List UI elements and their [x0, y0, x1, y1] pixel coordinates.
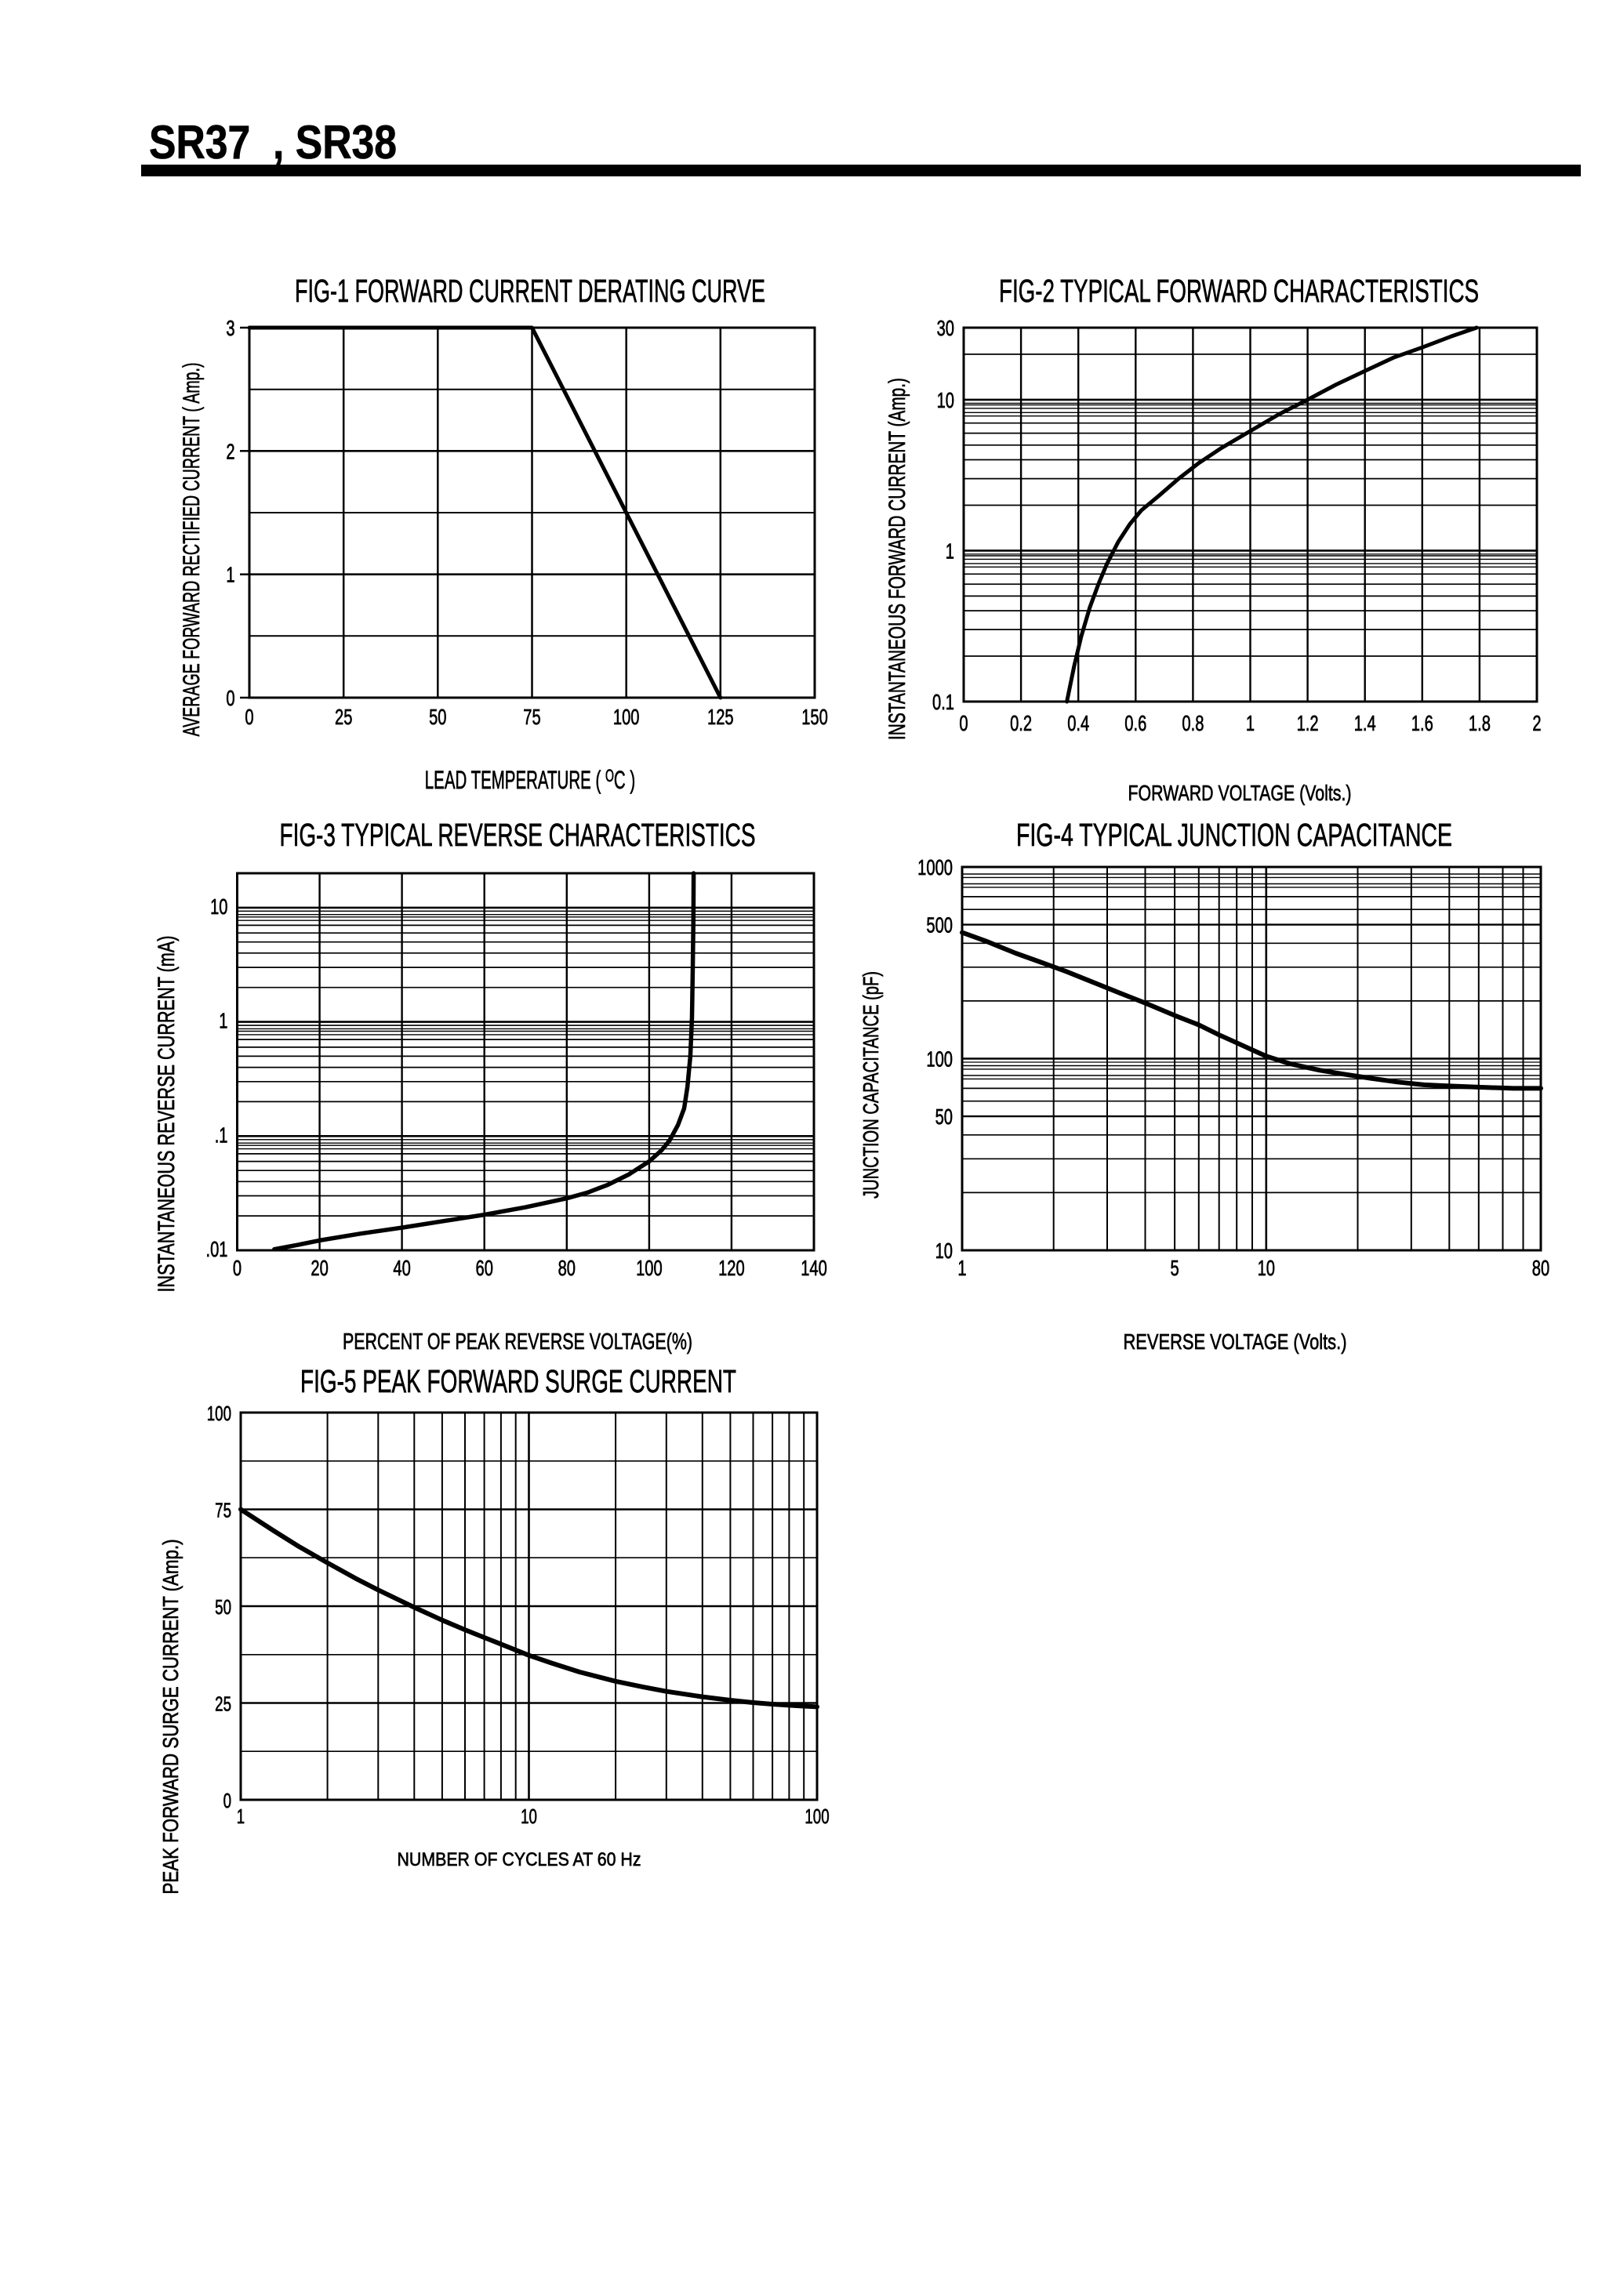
svg-text:100: 100 — [926, 1047, 953, 1072]
svg-text:25: 25 — [215, 1692, 231, 1715]
svg-text:10: 10 — [1258, 1257, 1275, 1281]
svg-text:0.8: 0.8 — [1182, 712, 1204, 736]
svg-text:1.2: 1.2 — [1297, 712, 1319, 736]
svg-text:1: 1 — [219, 1009, 227, 1033]
svg-text:1.8: 1.8 — [1469, 712, 1491, 736]
svg-text:0: 0 — [959, 712, 968, 736]
svg-text:1: 1 — [957, 1257, 966, 1281]
svg-text:100: 100 — [805, 1805, 829, 1828]
svg-text:LEAD TEMPERATURE ( OC ): LEAD TEMPERATURE ( OC ) — [425, 766, 635, 794]
svg-text:100: 100 — [207, 1402, 231, 1425]
svg-text:0: 0 — [226, 687, 234, 711]
svg-text:0.1: 0.1 — [932, 691, 954, 715]
svg-text:JUNCTION CAPACITANCE (pF): JUNCTION CAPACITANCE (pF) — [859, 971, 883, 1199]
svg-text:30: 30 — [937, 317, 954, 341]
svg-text:0: 0 — [233, 1257, 242, 1281]
svg-text:AVERAGE FORWARD RECTIFIED CURR: AVERAGE FORWARD RECTIFIED CURRENT ( Amp.… — [179, 363, 205, 737]
svg-text:140: 140 — [801, 1257, 827, 1281]
svg-text:80: 80 — [558, 1257, 576, 1281]
svg-text:1: 1 — [237, 1805, 245, 1828]
svg-text:100: 100 — [613, 705, 640, 730]
svg-text:10: 10 — [210, 895, 227, 919]
svg-text:NUMBER OF CYCLES AT 60 Hz: NUMBER OF CYCLES AT 60 Hz — [398, 1849, 641, 1870]
svg-text:1000: 1000 — [917, 856, 953, 880]
svg-text:FIG-1 FORWARD CURRENT DERATING: FIG-1 FORWARD CURRENT DERATING CURVE — [295, 273, 765, 309]
svg-text:SR37 , SR38: SR37 , SR38 — [149, 116, 397, 169]
svg-text:10: 10 — [935, 1239, 953, 1264]
svg-text:.1: .1 — [215, 1123, 228, 1148]
svg-text:1: 1 — [946, 539, 954, 564]
svg-text:500: 500 — [926, 913, 953, 938]
svg-text:120: 120 — [718, 1257, 745, 1281]
svg-text:PEAK FORWARD SURGE CURRENT (Am: PEAK FORWARD SURGE CURRENT (Amp.) — [158, 1540, 183, 1895]
svg-text:1: 1 — [1246, 712, 1255, 736]
svg-text:FIG-5 PEAK FORWARD SURGE CURRE: FIG-5 PEAK FORWARD SURGE CURRENT — [300, 1363, 736, 1399]
svg-text:50: 50 — [429, 705, 446, 730]
svg-text:25: 25 — [335, 705, 352, 730]
svg-text:10: 10 — [937, 389, 954, 413]
svg-text:60: 60 — [475, 1257, 492, 1281]
svg-text:10: 10 — [521, 1805, 537, 1828]
svg-text:0.6: 0.6 — [1124, 712, 1146, 736]
svg-text:50: 50 — [215, 1595, 231, 1619]
svg-text:1.4: 1.4 — [1354, 712, 1376, 736]
svg-text:5: 5 — [1170, 1257, 1179, 1281]
svg-text:FORWARD VOLTAGE (Volts.): FORWARD VOLTAGE (Volts.) — [1128, 781, 1352, 805]
svg-text:1: 1 — [226, 564, 234, 588]
svg-text:FIG-4 TYPICAL JUNCTION CAPACIT: FIG-4 TYPICAL JUNCTION CAPACITANCE — [1016, 817, 1452, 853]
svg-text:1.6: 1.6 — [1411, 712, 1433, 736]
svg-text:REVERSE VOLTAGE (Volts.): REVERSE VOLTAGE (Volts.) — [1124, 1329, 1347, 1354]
svg-text:INSTANTANEOUS FORWARD CURRENT: INSTANTANEOUS FORWARD CURRENT (Amp.) — [884, 378, 910, 740]
svg-text:125: 125 — [707, 705, 734, 730]
svg-text:2: 2 — [226, 440, 234, 464]
svg-text:75: 75 — [523, 705, 540, 730]
svg-text:0.4: 0.4 — [1067, 712, 1089, 736]
svg-text:80: 80 — [1532, 1257, 1549, 1281]
svg-text:50: 50 — [935, 1105, 953, 1130]
svg-text:75: 75 — [215, 1498, 231, 1522]
svg-text:.01: .01 — [205, 1238, 227, 1262]
svg-text:20: 20 — [311, 1257, 328, 1281]
svg-text:2: 2 — [1532, 712, 1541, 736]
svg-text:0: 0 — [245, 705, 253, 730]
svg-text:100: 100 — [636, 1257, 663, 1281]
svg-text:PERCENT OF PEAK REVERSE VOLTAG: PERCENT OF PEAK REVERSE VOLTAGE(%) — [343, 1329, 692, 1355]
svg-text:3: 3 — [226, 317, 234, 341]
svg-text:0: 0 — [223, 1789, 231, 1812]
svg-text:FIG-2 TYPICAL FORWARD CHARACTE: FIG-2 TYPICAL FORWARD CHARACTERISTICS — [999, 273, 1479, 309]
svg-text:150: 150 — [801, 705, 828, 730]
svg-text:FIG-3 TYPICAL REVERSE CHARACTE: FIG-3 TYPICAL REVERSE CHARACTERISTICS — [280, 817, 756, 853]
svg-text:INSTANTANEOUS REVERSE CURRENT: INSTANTANEOUS REVERSE CURRENT (mA) — [154, 936, 180, 1293]
svg-text:40: 40 — [393, 1257, 410, 1281]
svg-text:0.2: 0.2 — [1010, 712, 1032, 736]
